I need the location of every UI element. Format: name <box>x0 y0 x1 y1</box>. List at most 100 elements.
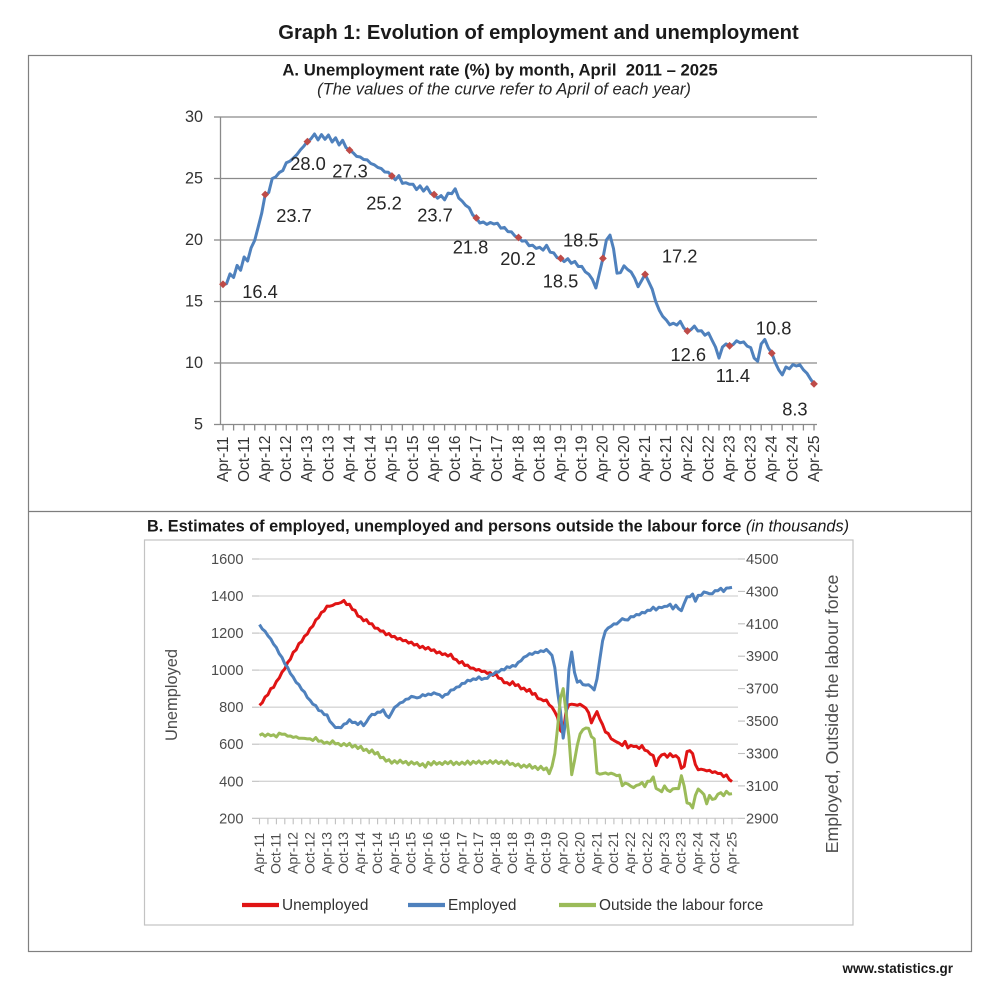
svg-text:Oct-15: Oct-15 <box>405 435 422 482</box>
svg-text:1000: 1000 <box>211 663 243 679</box>
svg-text:Oct-11: Oct-11 <box>236 437 253 482</box>
svg-text:Apr-17: Apr-17 <box>468 435 485 482</box>
svg-text:600: 600 <box>219 737 243 753</box>
svg-text:1400: 1400 <box>211 589 243 605</box>
svg-text:10: 10 <box>185 354 203 372</box>
svg-text:Apr-24: Apr-24 <box>690 832 706 874</box>
svg-text:Oct-17: Oct-17 <box>489 435 506 482</box>
svg-text:17.2: 17.2 <box>662 245 698 266</box>
svg-text:23.7: 23.7 <box>417 205 453 226</box>
svg-text:Outside the labour force: Outside the labour force <box>599 897 763 914</box>
svg-text:Apr-25: Apr-25 <box>723 832 739 874</box>
svg-text:Apr-20: Apr-20 <box>555 832 571 874</box>
svg-text:25.2: 25.2 <box>366 193 402 214</box>
svg-text:Employed: Employed <box>448 897 516 914</box>
svg-text:Oct-19: Oct-19 <box>538 832 554 874</box>
svg-text:Oct-18: Oct-18 <box>531 435 548 482</box>
svg-text:Apr-14: Apr-14 <box>352 832 368 874</box>
svg-text:3900: 3900 <box>746 649 778 665</box>
svg-text:4300: 4300 <box>746 584 778 600</box>
svg-text:20: 20 <box>185 231 203 249</box>
svg-text:4500: 4500 <box>746 552 778 568</box>
svg-text:18.5: 18.5 <box>563 229 599 250</box>
svg-text:8.3: 8.3 <box>782 399 807 420</box>
svg-text:21.8: 21.8 <box>453 237 489 258</box>
svg-text:Apr-14: Apr-14 <box>341 435 358 482</box>
svg-text:1200: 1200 <box>211 626 243 642</box>
svg-text:Apr-12: Apr-12 <box>285 832 301 874</box>
svg-text:Oct-21: Oct-21 <box>605 832 621 874</box>
svg-text:A. Unemployment rate (%) by mo: A. Unemployment rate (%) by month, April… <box>282 61 717 80</box>
svg-text:Oct-14: Oct-14 <box>369 832 385 874</box>
svg-text:Apr-15: Apr-15 <box>384 435 401 482</box>
svg-text:Oct-16: Oct-16 <box>436 832 452 874</box>
svg-text:Apr-11: Apr-11 <box>251 833 267 874</box>
svg-text:Apr-19: Apr-19 <box>553 435 570 482</box>
svg-text:Oct-19: Oct-19 <box>574 435 591 482</box>
svg-text:16.4: 16.4 <box>242 281 278 302</box>
svg-text:4100: 4100 <box>746 617 778 633</box>
svg-text:Oct-15: Oct-15 <box>403 832 419 874</box>
svg-text:Oct-23: Oct-23 <box>673 832 689 874</box>
svg-text:(The values of the curve refer: (The values of the curve refer to April … <box>317 80 691 99</box>
svg-text:Apr-22: Apr-22 <box>622 832 638 874</box>
svg-text:Apr-21: Apr-21 <box>637 435 654 482</box>
svg-text:25: 25 <box>185 170 203 188</box>
svg-text:Apr-21: Apr-21 <box>588 832 604 874</box>
svg-text:Apr-23: Apr-23 <box>656 832 672 874</box>
svg-text:Apr-24: Apr-24 <box>764 435 781 482</box>
svg-text:Apr-16: Apr-16 <box>420 832 436 874</box>
svg-text:Unemployed: Unemployed <box>163 649 181 741</box>
svg-text:3300: 3300 <box>746 747 778 763</box>
svg-text:Oct-24: Oct-24 <box>706 832 722 874</box>
svg-text:Oct-22: Oct-22 <box>700 435 717 482</box>
svg-text:Oct-17: Oct-17 <box>470 832 486 874</box>
svg-text:Apr-12: Apr-12 <box>257 435 274 482</box>
svg-text:Oct-23: Oct-23 <box>743 435 760 482</box>
svg-text:3100: 3100 <box>746 779 778 795</box>
svg-text:Oct-14: Oct-14 <box>363 435 380 482</box>
svg-text:B. Estimates of employed, unem: B. Estimates of employed, unemployed and… <box>147 518 849 536</box>
svg-text:18.5: 18.5 <box>543 271 579 292</box>
svg-text:Oct-12: Oct-12 <box>301 832 317 874</box>
svg-text:Apr-17: Apr-17 <box>453 832 469 874</box>
svg-text:Graph 1: Evolution of employme: Graph 1: Evolution of employment and une… <box>278 22 799 44</box>
svg-text:11.4: 11.4 <box>716 365 750 386</box>
svg-text:28.0: 28.0 <box>290 153 326 174</box>
svg-text:Oct-18: Oct-18 <box>504 832 520 874</box>
svg-text:Oct-22: Oct-22 <box>639 832 655 874</box>
svg-text:Apr-23: Apr-23 <box>721 435 738 482</box>
svg-text:Oct-13: Oct-13 <box>335 832 351 874</box>
svg-text:Oct-11: Oct-11 <box>268 833 284 874</box>
svg-text:Apr-13: Apr-13 <box>299 435 316 482</box>
svg-text:15: 15 <box>185 293 203 311</box>
svg-text:23.7: 23.7 <box>276 205 312 226</box>
svg-text:Apr-25: Apr-25 <box>806 435 823 482</box>
svg-text:5: 5 <box>194 416 203 434</box>
svg-text:200: 200 <box>219 811 243 827</box>
svg-text:Apr-18: Apr-18 <box>487 832 503 874</box>
svg-text:Oct-16: Oct-16 <box>447 435 464 482</box>
svg-text:Oct-24: Oct-24 <box>785 435 802 482</box>
svg-text:3500: 3500 <box>746 714 778 730</box>
svg-text:1600: 1600 <box>211 552 243 568</box>
svg-text:Unemployed: Unemployed <box>282 897 368 914</box>
svg-text:Oct-20: Oct-20 <box>616 435 633 482</box>
svg-text:800: 800 <box>219 700 243 716</box>
svg-text:12.6: 12.6 <box>671 344 707 365</box>
svg-text:Oct-20: Oct-20 <box>571 832 587 874</box>
svg-text:400: 400 <box>219 774 243 790</box>
svg-text:20.2: 20.2 <box>500 248 536 269</box>
svg-text:Oct-13: Oct-13 <box>320 435 337 482</box>
svg-text:Apr-15: Apr-15 <box>386 832 402 874</box>
svg-text:Apr-16: Apr-16 <box>426 435 443 482</box>
svg-text:30: 30 <box>185 108 203 126</box>
svg-text:27.3: 27.3 <box>332 161 368 182</box>
svg-text:www.statistics.gr: www.statistics.gr <box>841 961 953 976</box>
svg-text:3700: 3700 <box>746 682 778 698</box>
svg-text:10.8: 10.8 <box>756 318 792 339</box>
svg-text:Apr-13: Apr-13 <box>318 832 334 874</box>
svg-text:Apr-22: Apr-22 <box>679 435 696 482</box>
svg-text:Employed, Outside the labour f: Employed, Outside the labour force <box>822 575 842 854</box>
svg-text:Oct-12: Oct-12 <box>278 435 295 482</box>
